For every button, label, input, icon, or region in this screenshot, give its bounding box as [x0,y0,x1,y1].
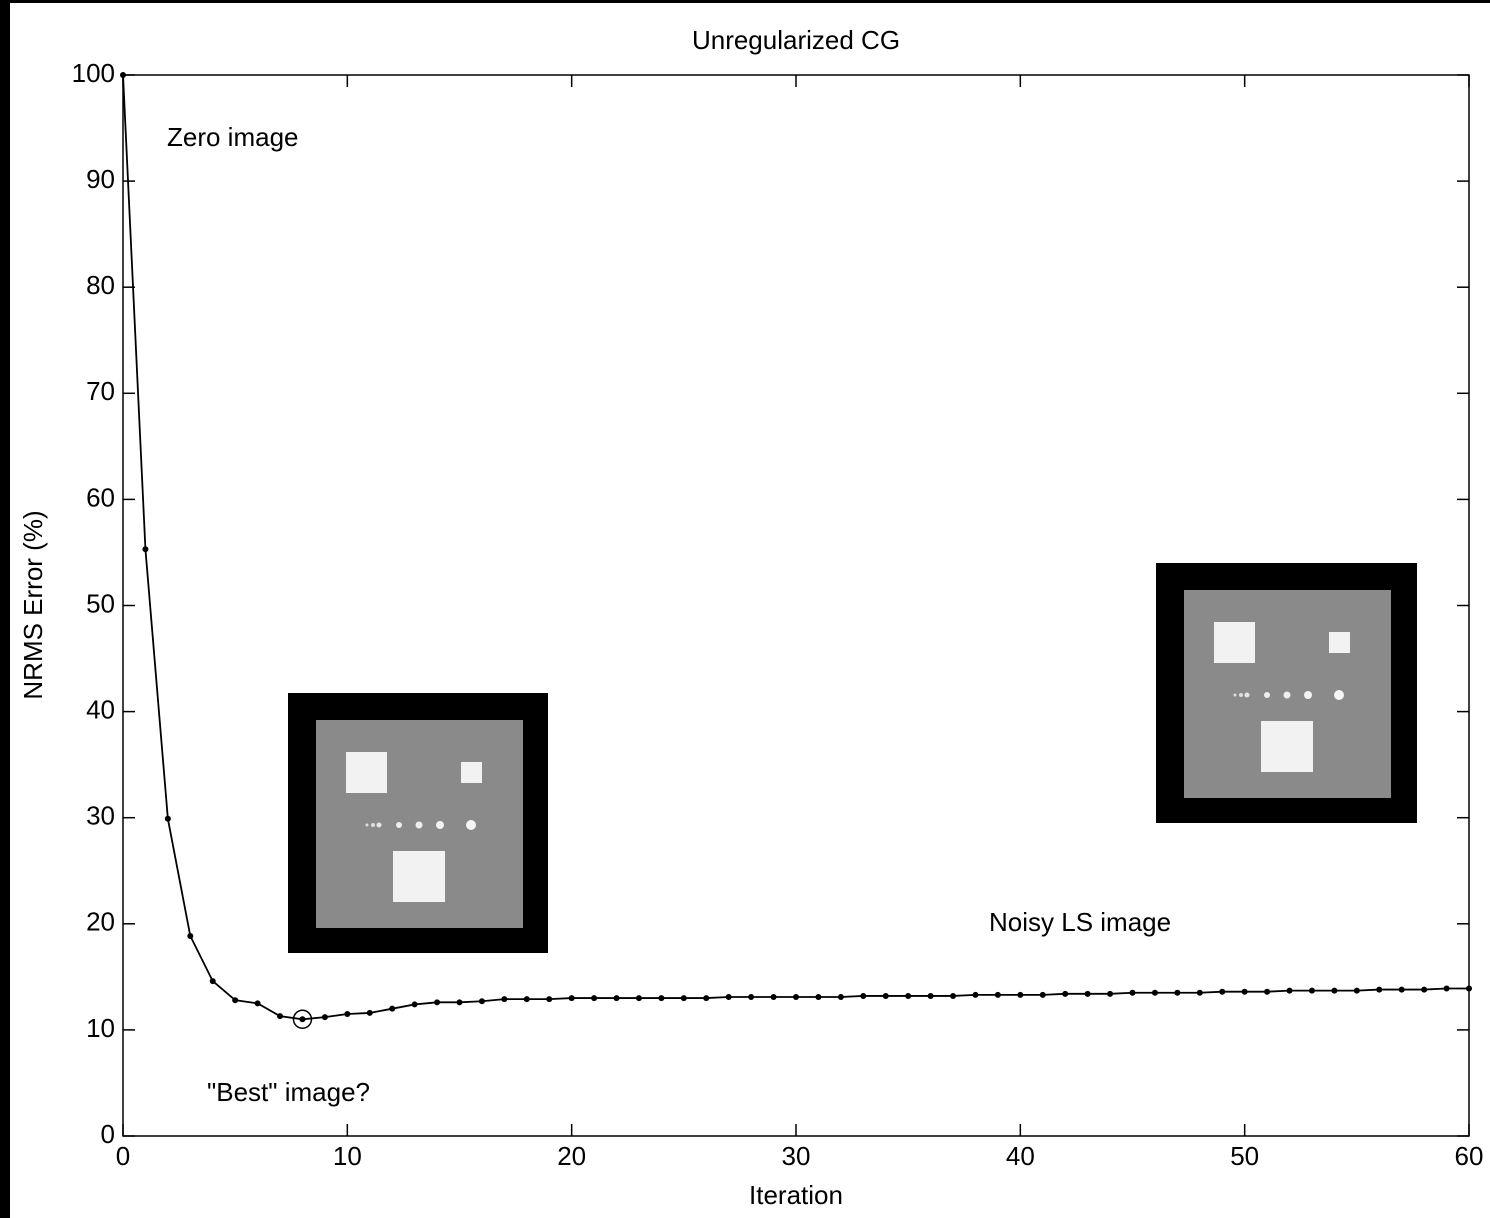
point [232,997,238,1003]
point [928,993,934,999]
point [1421,987,1427,993]
point [1040,992,1046,998]
point [1085,991,1091,997]
point [703,995,709,1001]
point [389,1006,395,1012]
frame-left [0,0,10,1218]
y-tick-label: 60 [86,482,115,512]
point [479,998,485,1004]
point [681,995,687,1001]
point [255,1000,261,1006]
y-tick-label: 10 [86,1013,115,1043]
y-tick-label: 100 [72,58,115,88]
point [165,816,171,822]
point [883,993,889,999]
y-tick-label: 80 [86,270,115,300]
point [412,1001,418,1007]
x-tick-label: 50 [1230,1141,1259,1171]
chart: Unregularized CG Iteration NRMS Error (%… [0,0,1490,1218]
point [1130,990,1136,996]
point [457,999,463,1005]
point [299,1016,305,1022]
point [838,994,844,1000]
point [434,999,440,1005]
point [658,995,664,1001]
y-tick-label: 50 [86,588,115,618]
point [210,978,216,984]
point [322,1014,328,1020]
point [1062,991,1068,997]
x-tick-label: 10 [333,1141,362,1171]
inset-best [288,693,548,953]
point [1466,986,1472,992]
point [905,993,911,999]
point [1354,988,1360,994]
y-tick-label: 70 [86,376,115,406]
chart-title: Unregularized CG [692,25,900,55]
point [524,996,530,1002]
point [1017,992,1023,998]
frame-top [0,0,1490,3]
point [636,995,642,1001]
point [501,996,507,1002]
point [793,994,799,1000]
point [972,992,978,998]
point [120,72,126,78]
point [860,993,866,999]
point [726,994,732,1000]
y-tick-label: 0 [101,1119,115,1149]
point [187,933,193,939]
inset-noisy [1156,563,1417,823]
x-tick-label: 0 [116,1141,130,1171]
point [1107,991,1113,997]
point [950,993,956,999]
point [1287,988,1293,994]
point [569,995,575,1001]
point [1219,989,1225,995]
x-tick-label: 60 [1455,1141,1484,1171]
x-tick-label: 40 [1006,1141,1035,1171]
point [815,994,821,1000]
annotation: Noisy LS image [989,907,1171,937]
point [142,546,148,552]
point [1376,987,1382,993]
point [367,1010,373,1016]
x-tick-label: 20 [557,1141,586,1171]
point [1264,989,1270,995]
point [771,994,777,1000]
x-axis-label: Iteration [749,1180,843,1210]
y-axis-label: NRMS Error (%) [18,510,48,699]
point [748,994,754,1000]
y-tick-label: 90 [86,164,115,194]
point [1197,990,1203,996]
point [344,1011,350,1017]
point [1242,989,1248,995]
annotation: Zero image [167,122,299,152]
point [1309,988,1315,994]
y-tick-label: 40 [86,694,115,724]
point [546,996,552,1002]
point [1152,990,1158,996]
annotation: "Best" image? [207,1077,370,1107]
x-tick-label: 30 [782,1141,811,1171]
point [1444,986,1450,992]
point [1399,987,1405,993]
point [1331,988,1337,994]
point [591,995,597,1001]
point [1174,990,1180,996]
point [614,995,620,1001]
point [995,992,1001,998]
y-tick-label: 20 [86,907,115,937]
y-tick-label: 30 [86,801,115,831]
point [277,1013,283,1019]
